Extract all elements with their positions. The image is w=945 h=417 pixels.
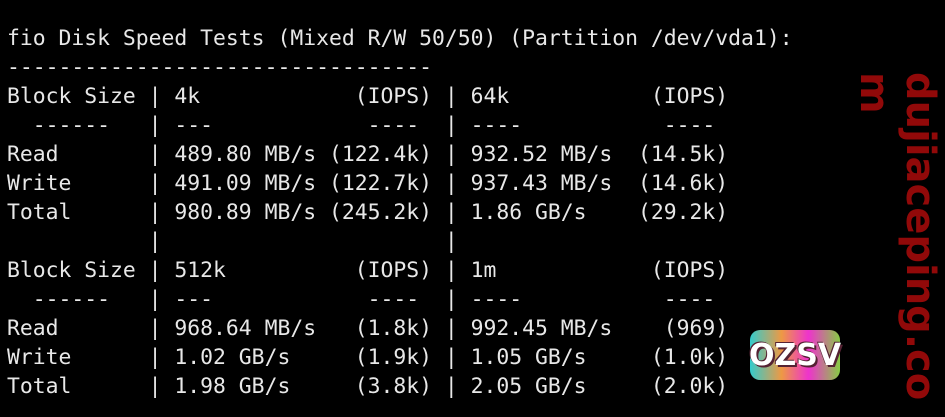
fio-title-line: fio Disk Speed Tests (Mixed R/W 50/50) (… <box>7 26 793 51</box>
watermark-text: dujiaceping.com <box>851 72 943 401</box>
write-row-4k-64k: Write | 491.09 MB/s (122.7k) | 937.43 MB… <box>7 171 729 196</box>
terminal-output: fio Disk Speed Tests (Mixed R/W 50/50) (… <box>7 24 793 401</box>
total-row-512k-1m: Total | 1.98 GB/s (3.8k) | 2.05 GB/s (2.… <box>7 374 729 399</box>
header-row-4k-64k: Block Size | 4k (IOPS) | 64k (IOPS) <box>7 84 729 109</box>
dash-row: ------ | --- ---- | ---- ---- <box>7 113 729 138</box>
read-row-512k-1m: Read | 968.64 MB/s (1.8k) | 992.45 MB/s … <box>7 316 729 341</box>
write-row-512k-1m: Write | 1.02 GB/s (1.9k) | 1.05 GB/s (1.… <box>7 345 729 370</box>
ozsv-logo: OZSV <box>749 330 841 380</box>
separator-line: --------------------------------- <box>7 55 432 80</box>
dash-row: ------ | --- ---- | ---- ---- <box>7 287 729 312</box>
total-row-4k-64k: Total | 980.89 MB/s (245.2k) | 1.86 GB/s… <box>7 200 729 225</box>
read-row-4k-64k: Read | 489.80 MB/s (122.4k) | 932.52 MB/… <box>7 142 729 167</box>
header-row-512k-1m: Block Size | 512k (IOPS) | 1m (IOPS) <box>7 258 729 283</box>
spacer-row: | | <box>7 229 458 254</box>
